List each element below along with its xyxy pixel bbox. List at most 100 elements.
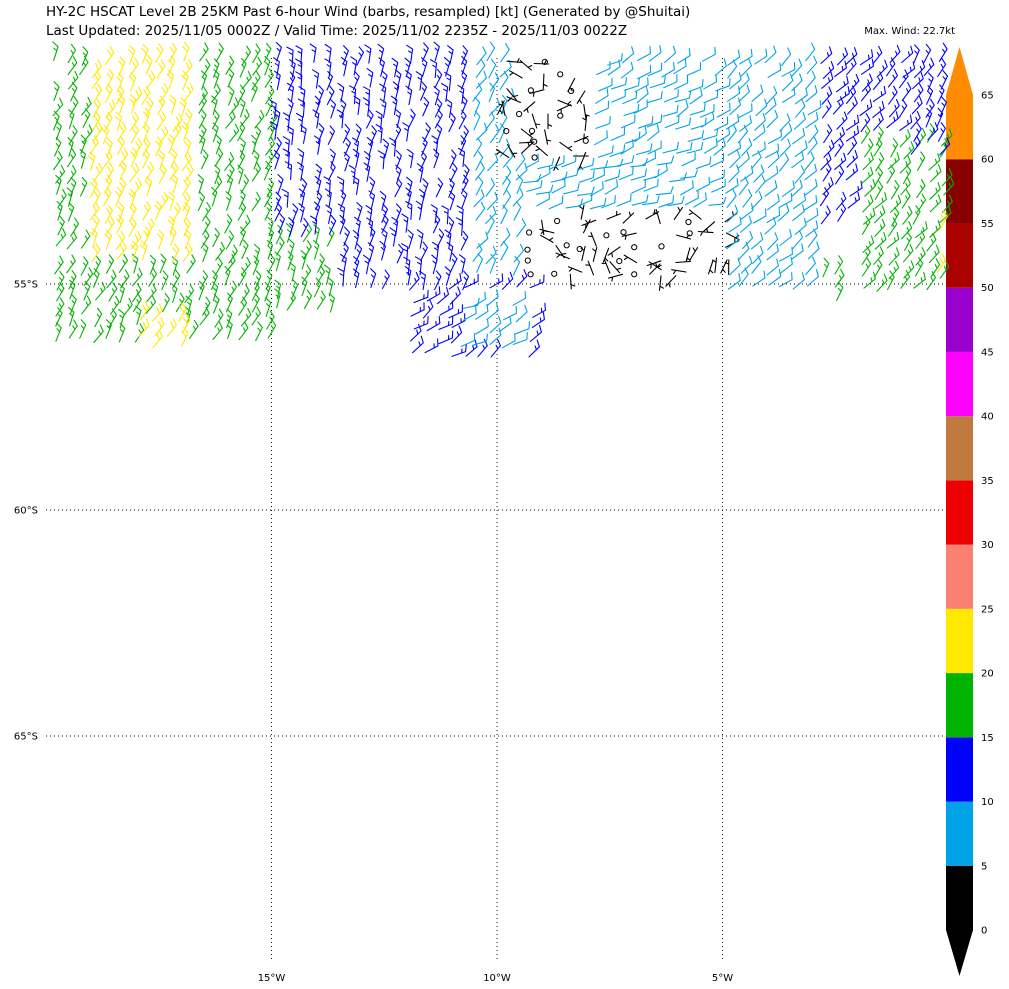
calm-circle: [603, 232, 610, 239]
colorbar-tick-label: 10: [981, 797, 994, 808]
calm-circle: [686, 230, 693, 237]
barb-path: [460, 289, 531, 349]
max-wind-label: Max. Wind: 22.7kt: [864, 26, 955, 37]
calm-circle: [524, 246, 531, 253]
barb-path: [138, 301, 191, 349]
colorbar-tick-label: 35: [981, 476, 994, 487]
barb-path: [409, 269, 546, 358]
colorbar-segment: [946, 544, 973, 609]
barb-patch-green-south-notch: [274, 222, 335, 313]
calm-circle: [527, 271, 534, 278]
wind-barb-field: [52, 41, 955, 358]
colorbar-segment: [946, 673, 973, 738]
colorbar-segment: [946, 801, 973, 866]
colorbar-tick-label: 0: [981, 926, 987, 937]
barb-patch-green-west: [52, 41, 278, 344]
colorbar-tick-label: 30: [981, 540, 994, 551]
barb-patch-black-north: [496, 58, 590, 171]
calm-circle: [551, 270, 558, 277]
calm-circle: [531, 154, 538, 161]
barb-path: [274, 222, 335, 313]
colorbar-segment: [946, 287, 973, 352]
barb-patch-yellow-south-flecks: [138, 301, 191, 349]
calm-circle: [616, 258, 623, 265]
barb-patch-cyan-upper-mid: [472, 41, 528, 276]
calm-circle: [557, 71, 564, 78]
colorbar-tick-label: 15: [981, 733, 994, 744]
barb-path: [594, 45, 731, 158]
colorbar-tick-label: 55: [981, 219, 994, 230]
calm-circle: [554, 217, 561, 225]
colorbar-segment: [946, 608, 973, 674]
colorbar-tick-label: 20: [981, 669, 994, 680]
barb-patch-blue-ne-corner: [910, 42, 951, 156]
barb-path: [910, 42, 951, 156]
axis-labels: 55°S 60°S 65°S 15°W 10°W 5°W: [14, 280, 733, 985]
calm-circle: [658, 243, 665, 250]
calm-circle: [582, 137, 589, 144]
barb-path: [87, 41, 194, 264]
x-tick-label: 5°W: [712, 973, 733, 984]
colorbar-segment: [946, 737, 973, 802]
barb-path: [539, 204, 740, 291]
colorbar: 0 5 10 15 20 25 30 35 40 45 50 55 60 65: [946, 47, 994, 976]
colorbar-segment: [946, 223, 973, 288]
x-tick-label: 10°W: [483, 973, 511, 984]
calm-circle: [516, 110, 523, 118]
calm-circle: [526, 229, 533, 236]
calm-circle: [631, 244, 638, 251]
y-tick-label: 65°S: [14, 732, 38, 743]
barb-patch-cyan-east: [725, 42, 822, 290]
barb-patch-cyan-ne: [594, 45, 731, 158]
chart-subtitle: Last Updated: 2025/11/05 0002Z / Valid T…: [46, 23, 628, 39]
chart-title: HY-2C HSCAT Level 2B 25KM Past 6-hour Wi…: [46, 4, 691, 20]
colorbar-segment: [946, 480, 973, 545]
barb-patch-cyan-south-pocket: [460, 289, 531, 349]
barb-path: [269, 41, 470, 291]
colorbar-tick-label: 50: [981, 283, 994, 294]
colorbar-tick-label: 5: [981, 861, 987, 872]
barb-patch-black-swirl: [524, 204, 740, 291]
colorbar-tick-label: 60: [981, 155, 994, 166]
barb-patch-blue-south-pocket: [409, 269, 546, 358]
colorbar-segment: [946, 416, 973, 481]
calm-circle: [503, 128, 510, 135]
gridlines: [46, 58, 948, 962]
calm-circle: [528, 127, 536, 134]
colorbar-tick-label: 45: [981, 347, 994, 358]
barb-patch-green-east: [861, 123, 955, 292]
y-tick-label: 55°S: [14, 280, 38, 291]
calm-circle: [524, 257, 531, 264]
calm-circle: [557, 112, 564, 119]
barb-path: [496, 58, 590, 171]
barb-patch-yellow-east-fleck: [936, 210, 948, 273]
barb-path: [472, 41, 528, 276]
barb-path: [936, 210, 948, 273]
barb-path: [861, 123, 955, 292]
colorbar-segment: [946, 95, 973, 160]
calm-circle: [620, 229, 627, 236]
barb-patch-yellow-band: [87, 41, 194, 264]
barb-path: [725, 42, 822, 290]
barb-patch-blue-central-west: [269, 41, 470, 291]
barb-patch-blue-east: [819, 44, 916, 225]
calm-circle: [631, 271, 638, 278]
colorbar-segment: [946, 351, 973, 417]
barb-path: [523, 150, 727, 210]
barb-path: [822, 255, 845, 302]
barb-path: [819, 44, 916, 225]
colorbar-under-arrow: [946, 930, 973, 976]
calm-circle: [685, 218, 692, 226]
colorbar-tick-label: 40: [981, 412, 994, 423]
colorbar-tick-label: 65: [981, 91, 994, 102]
barb-patch-green-fleck-east: [822, 255, 845, 302]
calm-circle: [541, 58, 548, 66]
colorbar-segment: [946, 865, 973, 930]
barb-patch-cyan-mid: [523, 150, 727, 210]
colorbar-over-arrow: [946, 47, 973, 95]
x-tick-label: 15°W: [258, 973, 286, 984]
y-tick-label: 60°S: [14, 506, 38, 517]
calm-circle: [563, 242, 570, 249]
